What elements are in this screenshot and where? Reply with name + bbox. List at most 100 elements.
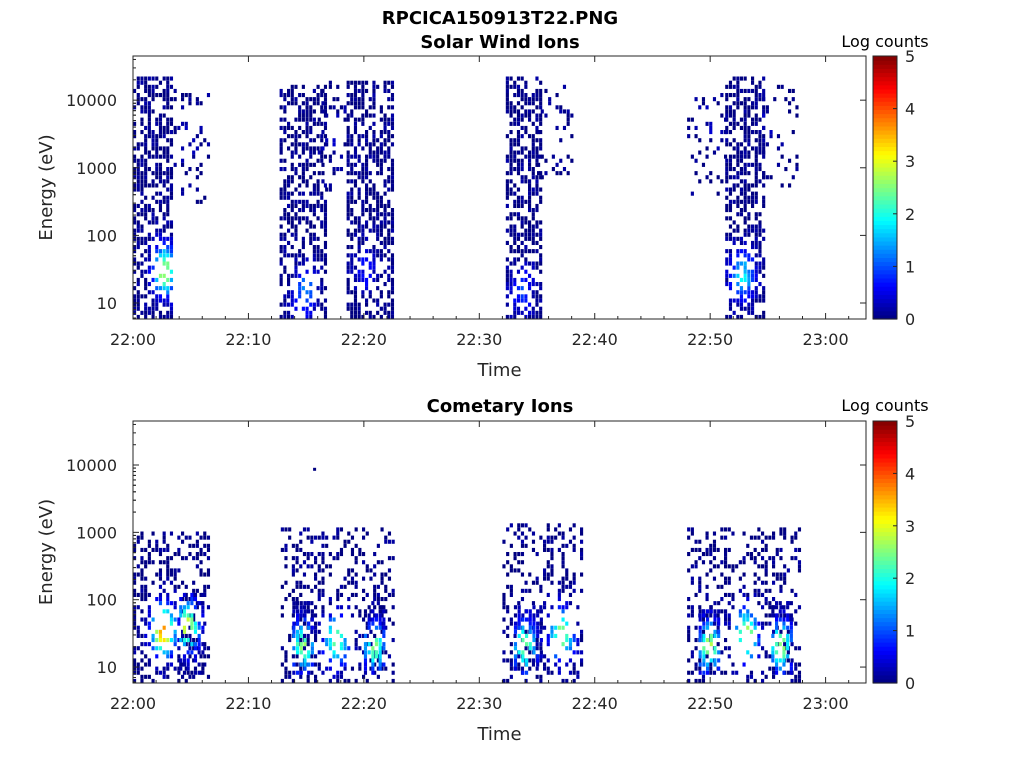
spectrogram-cell	[195, 146, 199, 151]
spectrogram-cell	[531, 314, 535, 320]
spectrogram-cell	[155, 121, 159, 126]
spectrogram-cell	[177, 617, 181, 622]
spectrogram-cell	[539, 605, 543, 610]
spectrogram-cell	[162, 88, 166, 94]
spectrogram-cell	[169, 183, 174, 188]
spectrogram-cell	[140, 240, 144, 246]
spectrogram-cell	[144, 80, 148, 85]
spectrogram-cell	[372, 228, 376, 233]
spectrogram-cell	[294, 130, 298, 135]
spectrogram-cell	[299, 613, 303, 618]
spectrogram-cell	[136, 625, 140, 630]
spectrogram-cell	[367, 617, 371, 622]
spectrogram-cell	[561, 576, 565, 581]
spectrogram-cell	[751, 228, 755, 233]
spectrogram-cell	[387, 290, 391, 295]
spectrogram-cell	[350, 580, 355, 585]
spectrogram-cell	[502, 605, 506, 610]
spectrogram-cell	[758, 80, 762, 85]
spectrogram-cell	[155, 76, 159, 81]
spectrogram-cell	[747, 162, 751, 167]
spectrogram-cell	[544, 113, 548, 118]
spectrogram-cell	[762, 298, 766, 303]
spectrogram-cell	[524, 220, 528, 225]
spectrogram-cell	[513, 232, 517, 237]
spectrogram-cell	[279, 245, 283, 250]
spectrogram-cell	[184, 121, 188, 126]
spectrogram-cell	[147, 76, 151, 81]
spectrogram-cell	[332, 150, 336, 155]
spectrogram-cell	[184, 93, 188, 98]
spectrogram-cell	[690, 654, 694, 659]
spectrogram-cell	[743, 105, 747, 110]
spectrogram-cell	[736, 228, 740, 233]
spectrogram-cell	[779, 588, 783, 593]
spectrogram-cell	[173, 162, 177, 167]
spectrogram-cell	[775, 613, 779, 618]
spectrogram-cell	[353, 125, 358, 131]
spectrogram-cell	[173, 601, 177, 606]
spectrogram-cell	[724, 613, 728, 618]
spectrogram-cell	[321, 543, 325, 548]
spectrogram-cell	[775, 547, 779, 552]
spectrogram-cell	[380, 527, 384, 532]
spectrogram-cell	[158, 171, 163, 176]
spectrogram-cell	[173, 629, 177, 634]
spectrogram-cell	[390, 162, 395, 167]
spectrogram-cell	[724, 552, 728, 557]
spectrogram-cell	[361, 277, 365, 283]
spectrogram-cell	[346, 158, 350, 163]
spectrogram-cell	[517, 535, 521, 540]
spectrogram-cell	[565, 576, 569, 581]
spectrogram-cell	[314, 560, 318, 565]
spectrogram-cell	[758, 269, 762, 274]
spectrogram-cell	[383, 142, 387, 147]
spectrogram-cell	[539, 88, 543, 94]
spectrogram-cell	[717, 633, 721, 638]
spectrogram-cell	[192, 642, 196, 647]
spectrogram-cell	[751, 130, 755, 135]
spectrogram-cell	[283, 117, 287, 122]
spectrogram-cell	[193, 642, 198, 647]
spectrogram-cell	[551, 154, 555, 159]
spectrogram-cell	[365, 282, 369, 287]
spectrogram-cell	[775, 576, 779, 581]
spectrogram-cell	[754, 150, 758, 155]
spectrogram-cell	[290, 162, 294, 167]
spectrogram-cell	[762, 142, 766, 147]
spectrogram-cell	[140, 76, 144, 81]
spectrogram-cell	[368, 265, 372, 270]
spectrogram-cell	[387, 105, 391, 110]
spectrogram-cell	[739, 199, 744, 204]
spectrogram-cell	[147, 642, 151, 647]
spectrogram-cell	[294, 224, 298, 229]
spectrogram-cell	[537, 154, 541, 159]
spectrogram-cell	[694, 171, 698, 176]
spectrogram-cell	[302, 552, 307, 557]
spectrogram-cell	[332, 97, 336, 102]
spectrogram-cell	[140, 576, 144, 581]
spectrogram-cell	[321, 556, 325, 561]
spectrogram-cell	[731, 531, 735, 536]
spectrogram-cell	[725, 273, 729, 278]
spectrogram-cell	[284, 547, 288, 552]
spectrogram-cell	[294, 232, 298, 237]
spectrogram-cell	[301, 93, 305, 98]
spectrogram-cell	[387, 130, 391, 135]
spectrogram-cell	[151, 76, 155, 81]
spectrogram-cell	[361, 167, 365, 172]
spectrogram-cell	[357, 224, 361, 229]
spectrogram-cell	[169, 613, 174, 618]
spectrogram-cell	[566, 154, 570, 159]
spectrogram-cell	[190, 621, 194, 626]
spectrogram-cell	[580, 662, 584, 667]
spectrogram-cell	[361, 88, 365, 94]
spectrogram-cell	[343, 654, 347, 659]
spectrogram-cell	[387, 175, 391, 180]
spectrogram-cell	[387, 146, 391, 151]
spectrogram-cell	[310, 588, 314, 593]
spectrogram-cell	[728, 224, 733, 229]
spectrogram-cell	[305, 162, 309, 167]
spectrogram-cell	[698, 576, 702, 581]
spectrogram-cell	[299, 592, 303, 597]
